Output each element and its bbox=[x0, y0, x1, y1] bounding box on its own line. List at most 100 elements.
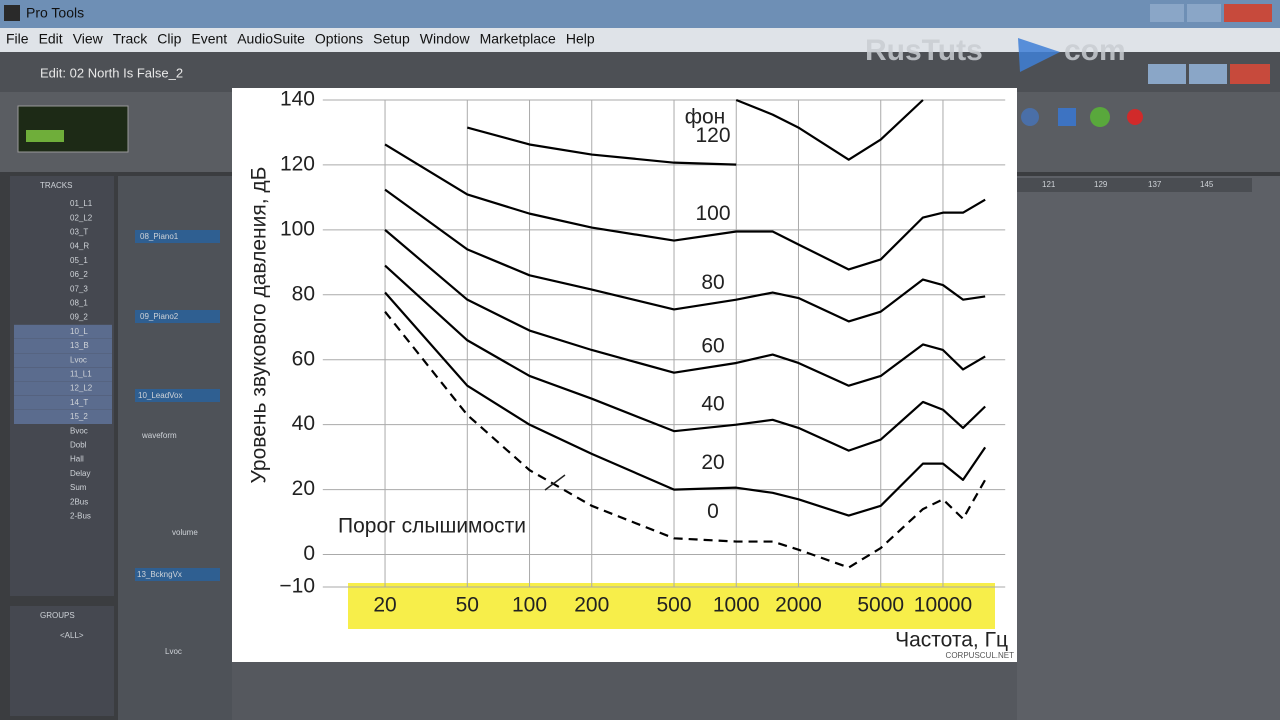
curve-label: 120 bbox=[695, 124, 730, 147]
track-list-item[interactable]: 11_L1 bbox=[70, 370, 92, 379]
track-name-label: 09_Piano2 bbox=[140, 312, 179, 321]
curve bbox=[735, 98, 924, 161]
transport-button[interactable] bbox=[1021, 108, 1039, 126]
edit-close[interactable] bbox=[1230, 64, 1270, 84]
track-list-item[interactable]: 2Bus bbox=[70, 497, 88, 506]
track-name[interactable] bbox=[135, 230, 220, 243]
edit-minimize[interactable] bbox=[1148, 64, 1186, 84]
track-row-selected bbox=[14, 410, 112, 424]
track-row-selected bbox=[14, 324, 112, 339]
ruler-label: 137 bbox=[1148, 180, 1162, 189]
annotation: Порог слышимости bbox=[338, 515, 526, 538]
x-tick-label: 1000 bbox=[713, 594, 760, 617]
curve bbox=[384, 291, 987, 517]
track-list-item[interactable]: 03_T bbox=[70, 228, 88, 237]
y-tick-label: 60 bbox=[292, 347, 315, 370]
groups-header: GROUPS bbox=[40, 611, 75, 620]
track-list-item[interactable]: Bvoc bbox=[70, 426, 88, 435]
track-row-selected bbox=[14, 339, 112, 353]
track-name[interactable] bbox=[135, 568, 220, 581]
mode-display bbox=[17, 105, 129, 153]
edit-title-bar bbox=[0, 52, 1280, 92]
track-list-item[interactable]: 01_L1 bbox=[70, 199, 93, 208]
track-list-item[interactable]: 2-Bus bbox=[70, 512, 91, 521]
track-list-item[interactable]: 08_1 bbox=[70, 299, 88, 308]
menu-item[interactable]: Options bbox=[315, 31, 363, 47]
track-list-item[interactable]: Hall bbox=[70, 455, 84, 464]
track-row-selected bbox=[14, 395, 112, 410]
menu: File Edit View Track Clip Event AudioSuite Opti… bbox=[6, 31, 595, 47]
track-name[interactable] bbox=[135, 389, 220, 402]
app-icon bbox=[4, 5, 20, 21]
minimize-button[interactable] bbox=[1150, 4, 1184, 22]
groups-panel bbox=[10, 606, 114, 716]
track-list-item[interactable]: 10_L bbox=[70, 327, 88, 336]
watermark: RusTuts bbox=[865, 34, 983, 67]
slip-mode[interactable] bbox=[26, 130, 64, 142]
menu-item[interactable]: Clip bbox=[157, 31, 181, 47]
track-name-label: 08_Piano1 bbox=[140, 232, 179, 241]
curve-label: 20 bbox=[701, 451, 724, 474]
group-item[interactable]: <ALL> bbox=[60, 631, 84, 640]
track-name-label: Lvoc bbox=[165, 647, 182, 656]
track-list-item[interactable]: Delay bbox=[70, 469, 90, 478]
track-list-item[interactable]: 15_2 bbox=[70, 412, 88, 421]
menu-item[interactable]: Help bbox=[566, 31, 595, 47]
curve-label: 100 bbox=[695, 202, 730, 225]
close-button[interactable] bbox=[1224, 4, 1272, 22]
menu-item[interactable]: Track bbox=[113, 31, 148, 47]
curve bbox=[467, 126, 737, 166]
menu-item[interactable]: Setup bbox=[373, 31, 410, 47]
curve-label: 80 bbox=[701, 271, 724, 294]
menu-item[interactable]: View bbox=[73, 31, 104, 47]
watermark: com bbox=[1064, 34, 1126, 67]
x-axis-highlight bbox=[348, 583, 995, 629]
y-tick-label: 100 bbox=[280, 217, 315, 240]
track-row-selected bbox=[14, 367, 112, 382]
track-list-item[interactable]: 09_2 bbox=[70, 313, 88, 322]
curve bbox=[384, 229, 986, 387]
menu-item[interactable]: Window bbox=[420, 31, 471, 47]
x-tick-label: 10000 bbox=[914, 594, 972, 617]
track-name[interactable] bbox=[135, 310, 220, 323]
menu-item[interactable]: Edit bbox=[39, 31, 63, 47]
curve bbox=[384, 188, 986, 323]
play-button[interactable] bbox=[1090, 107, 1110, 127]
maximize-button[interactable] bbox=[1187, 4, 1221, 22]
track-mode[interactable]: waveform bbox=[141, 431, 177, 440]
track-list-item[interactable]: 13_B bbox=[70, 341, 89, 350]
track-list-item[interactable]: Dobl bbox=[70, 441, 87, 450]
edit-maximize[interactable] bbox=[1189, 64, 1227, 84]
track-list-item[interactable]: 07_3 bbox=[70, 284, 88, 293]
track-list: 01_L1 02_L2 03_T 04_R 05_1 06_2 07_3 08_1 09_2 10… bbox=[14, 199, 112, 521]
y-tick-label: 80 bbox=[292, 282, 315, 305]
track-list-item[interactable]: 06_2 bbox=[70, 270, 88, 279]
x-axis-label: Частота, Гц bbox=[895, 629, 1008, 652]
credit: CORPUSCUL.NET bbox=[946, 651, 1015, 660]
track-list-item[interactable]: 05_1 bbox=[70, 256, 88, 265]
curve-label: 40 bbox=[701, 393, 724, 416]
ruler-label: 121 bbox=[1042, 180, 1056, 189]
track-list-item[interactable]: 02_L2 bbox=[70, 213, 93, 222]
x-tick-label: 200 bbox=[574, 594, 609, 617]
y-tick-label: 140 bbox=[280, 88, 315, 111]
menu-item[interactable]: File bbox=[6, 31, 29, 47]
track-mode[interactable]: volume bbox=[172, 528, 198, 537]
track-name-label: 10_LeadVox bbox=[138, 391, 183, 400]
stop-button[interactable] bbox=[1058, 108, 1076, 126]
menu-item[interactable]: Event bbox=[191, 31, 227, 47]
track-list-item[interactable]: Sum bbox=[70, 483, 87, 492]
menu-item[interactable]: Marketplace bbox=[480, 31, 556, 47]
record-button[interactable] bbox=[1127, 109, 1143, 125]
track-row-selected bbox=[14, 381, 112, 396]
track-list-item[interactable]: 04_R bbox=[70, 242, 89, 251]
y-tick-label: 0 bbox=[303, 542, 315, 565]
track-list-item[interactable]: 12_L2 bbox=[70, 384, 93, 393]
annotation-leader bbox=[544, 474, 566, 491]
ruler bbox=[1017, 178, 1252, 192]
track-list-item[interactable]: 14_T bbox=[70, 398, 88, 407]
y-tick-label: 120 bbox=[280, 152, 315, 175]
track-list-item[interactable]: Lvoc bbox=[70, 355, 87, 364]
curve-label: 0 bbox=[707, 500, 719, 523]
menu-item[interactable]: AudioSuite bbox=[237, 31, 305, 47]
